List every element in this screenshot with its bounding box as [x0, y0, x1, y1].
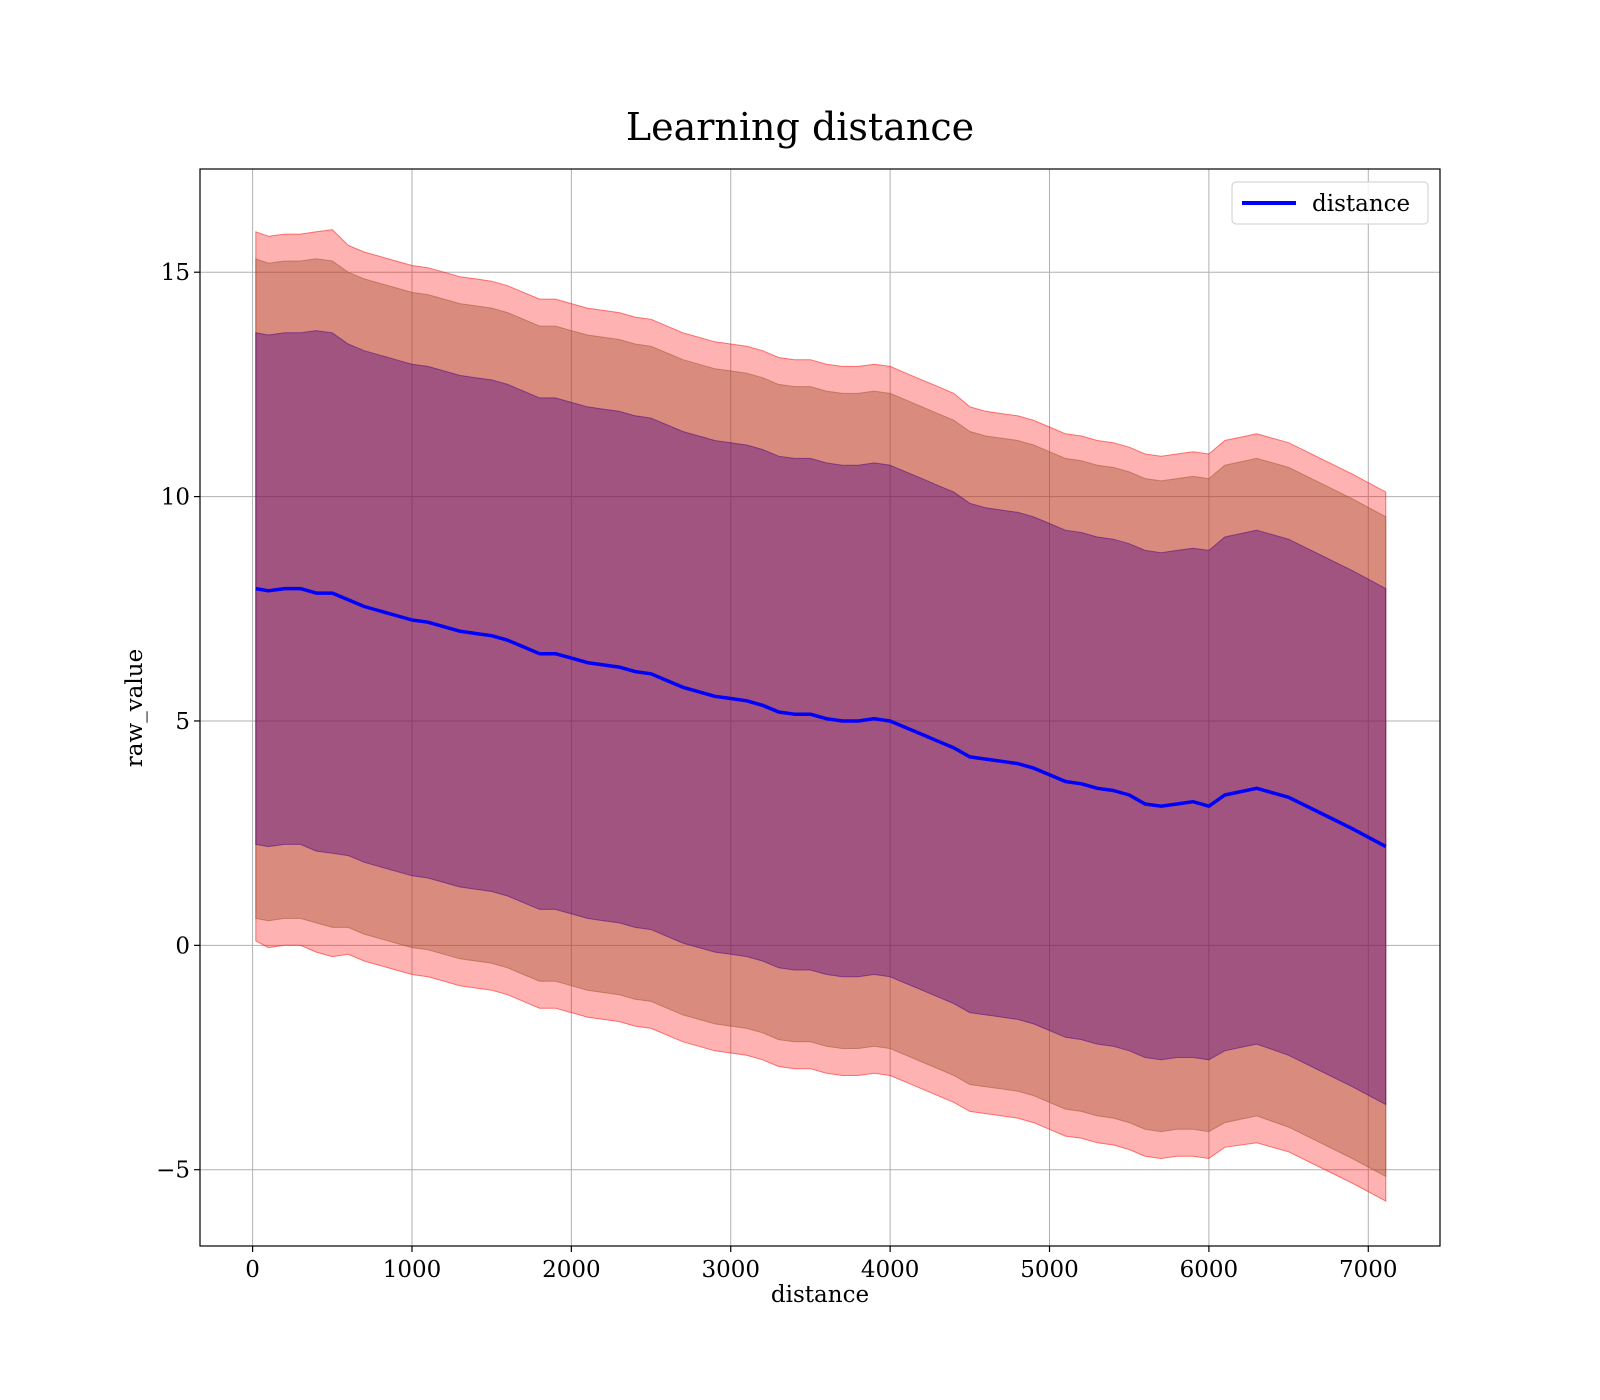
y-tick-label: −5	[156, 1158, 190, 1184]
x-tick-label: 0	[245, 1257, 260, 1283]
legend: distance	[1231, 181, 1429, 225]
legend-box	[1231, 181, 1429, 225]
legend-label-distance: distance	[1312, 191, 1410, 217]
y-axis-label: raw_value	[122, 649, 148, 767]
x-tick-label: 7000	[1339, 1257, 1398, 1283]
y-axis-ticks: −5 0 5 10 15	[156, 260, 200, 1184]
chart-title: Learning distance	[626, 105, 974, 149]
y-tick-label: 0	[175, 933, 190, 959]
series-line-distance	[255, 586, 1387, 849]
x-tick-label: 2000	[542, 1257, 601, 1283]
x-tick-label: 1000	[383, 1257, 442, 1283]
y-tick-label: 15	[161, 260, 190, 286]
x-axis-ticks: 0 1000 2000 3000 4000 5000 6000 7000	[245, 1246, 1398, 1283]
grid	[200, 169, 1440, 1246]
y-tick-label: 10	[161, 485, 190, 511]
y-tick-label: 5	[175, 709, 190, 735]
x-tick-label: 3000	[701, 1257, 760, 1283]
x-tick-label: 6000	[1180, 1257, 1239, 1283]
series-lines	[255, 586, 1387, 849]
x-tick-label: 5000	[1020, 1257, 1079, 1283]
x-tick-label: 4000	[861, 1257, 920, 1283]
x-axis-label: distance	[771, 1282, 869, 1308]
plot-frame	[199, 168, 1441, 1247]
